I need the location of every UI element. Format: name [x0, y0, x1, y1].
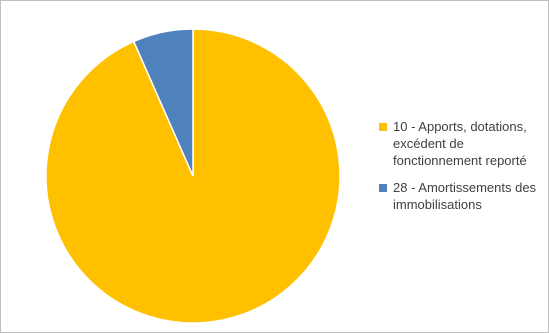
legend-swatch-1: [379, 123, 387, 131]
legend-entry-2: 28 - Amortissements des immobilisations: [379, 179, 547, 213]
legend-label-1: 10 - Apports, dotations, excédent de fon…: [393, 119, 527, 168]
legend-swatch-2: [379, 184, 387, 192]
legend: 10 - Apports, dotations, excédent de fon…: [379, 118, 547, 223]
legend-entry-1: 10 - Apports, dotations, excédent de fon…: [379, 118, 547, 169]
pie-slice-2: [132, 28, 194, 177]
legend-label-2: 28 - Amortissements des immobilisations: [393, 180, 537, 212]
